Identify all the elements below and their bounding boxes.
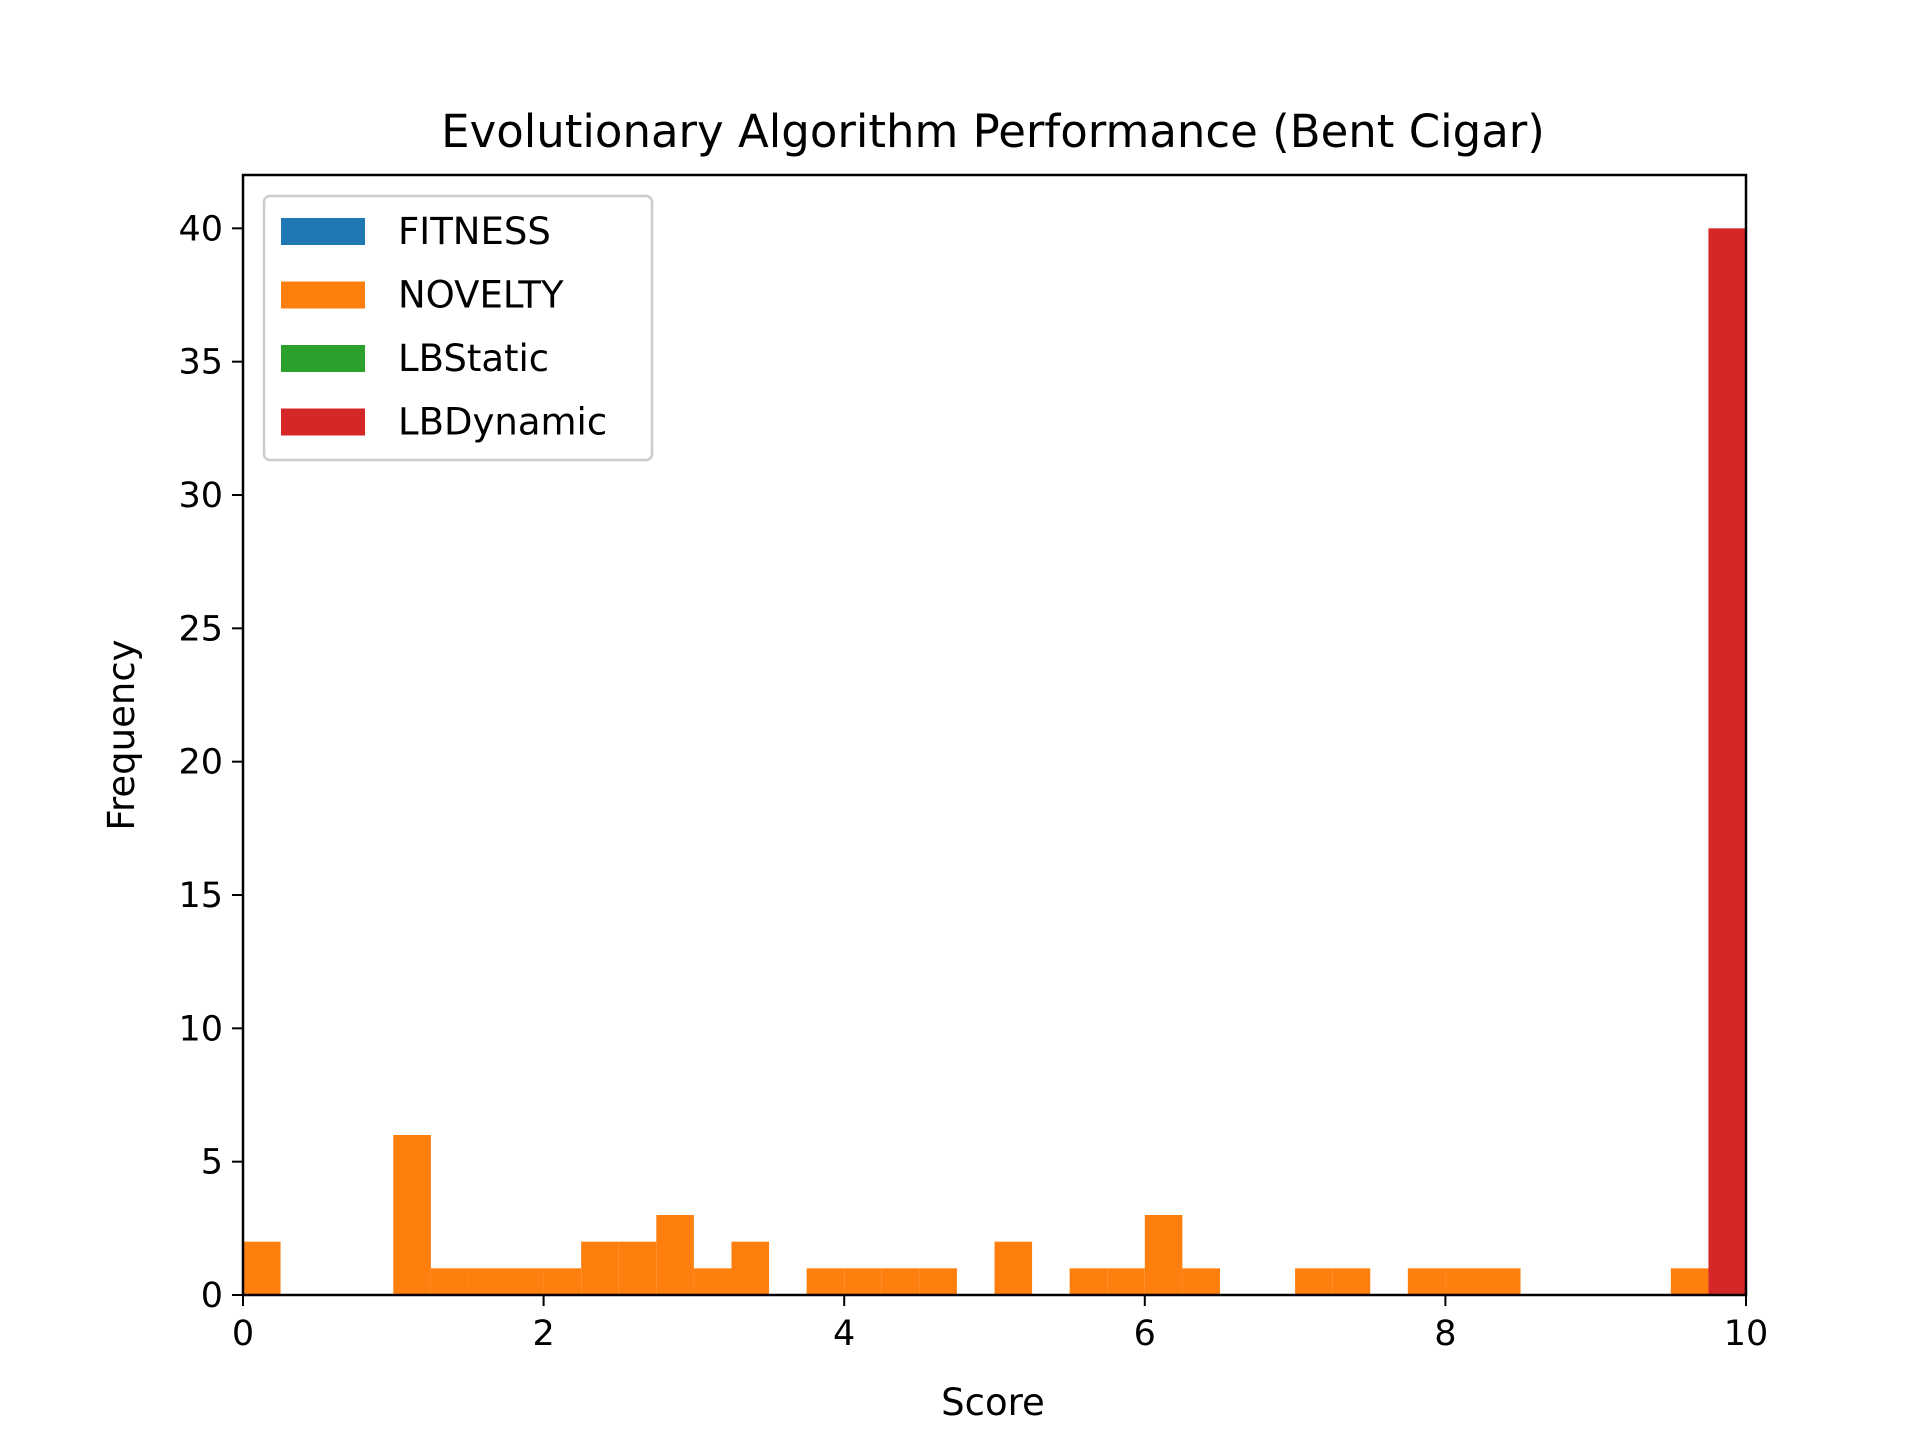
- legend-box: [262, 194, 654, 462]
- bar-novelty-14: [919, 1268, 957, 1295]
- bar-novelty-18: [1144, 1215, 1183, 1295]
- y-tick-label-7: 35: [178, 343, 223, 383]
- bar-novelty-12: [844, 1268, 882, 1295]
- y-axis: 0 5 10 15 20 25 30 35 40: [178, 209, 243, 1316]
- bar-novelty-3: [468, 1268, 507, 1295]
- bar-novelty-1: [393, 1135, 431, 1295]
- x-tick-label-5: 10: [1724, 1314, 1769, 1354]
- legend-swatch-novelty: [281, 281, 365, 309]
- bar-novelty-17: [1107, 1268, 1145, 1295]
- bar-lbdynamic-0: [1708, 228, 1746, 1295]
- bar-novelty-13: [881, 1268, 920, 1295]
- bar-novelty-25: [1670, 1268, 1709, 1295]
- legend-swatch-lbdynamic: [281, 408, 365, 436]
- legend-label-lbdynamic: LBDynamic: [398, 401, 607, 444]
- bar-novelty-9: [693, 1268, 732, 1295]
- x-tick-label-1: 2: [532, 1314, 554, 1354]
- y-tick-label-6: 30: [178, 476, 223, 516]
- legend: FITNESS NOVELTY LBStatic LBDynamic: [262, 194, 654, 462]
- bar-novelty-16: [1069, 1268, 1108, 1295]
- x-axis: 0 2 4 6 8 10: [232, 1295, 1768, 1354]
- y-tick-label-1: 5: [201, 1143, 223, 1183]
- bar-novelty-20: [1295, 1268, 1333, 1295]
- bars-layer: [243, 228, 1746, 1295]
- bar-novelty-4: [506, 1268, 544, 1295]
- bar-novelty-5: [543, 1268, 582, 1295]
- x-tick-label-4: 8: [1434, 1314, 1456, 1354]
- legend-swatch-lbstatic: [281, 345, 365, 372]
- y-tick-label-5: 25: [178, 609, 223, 649]
- chart-title: Evolutionary Algorithm Performance (Bent…: [441, 105, 1545, 158]
- bar-novelty-15: [994, 1241, 1033, 1295]
- y-tick-label-4: 20: [178, 743, 223, 783]
- y-tick-label-3: 15: [178, 876, 223, 916]
- y-axis-title: Frequency: [100, 639, 143, 830]
- bar-novelty-21: [1332, 1268, 1371, 1295]
- y-tick-label-2: 10: [178, 1009, 223, 1049]
- bar-novelty-7: [618, 1241, 657, 1295]
- bar-novelty-19: [1182, 1268, 1220, 1295]
- x-tick-label-3: 6: [1134, 1314, 1156, 1354]
- x-tick-label-2: 4: [833, 1314, 855, 1354]
- bar-novelty-24: [1482, 1268, 1521, 1295]
- x-axis-title: Score: [941, 1381, 1045, 1424]
- plot-frame: [241, 173, 1748, 1297]
- bar-novelty-23: [1445, 1268, 1483, 1295]
- legend-swatch-fitness: [281, 218, 365, 245]
- bar-novelty-10: [731, 1241, 770, 1295]
- y-tick-label-8: 40: [178, 209, 223, 249]
- legend-label-novelty: NOVELTY: [398, 274, 564, 317]
- legend-label-fitness: FITNESS: [398, 210, 551, 253]
- y-tick-label-0: 0: [201, 1276, 223, 1316]
- bar-novelty-22: [1407, 1268, 1446, 1295]
- bar-novelty-11: [806, 1268, 845, 1295]
- bar-novelty-8: [656, 1215, 694, 1295]
- bar-novelty-2: [430, 1268, 469, 1295]
- legend-label-lbstatic: LBStatic: [398, 337, 549, 380]
- bar-novelty-0: [243, 1241, 281, 1295]
- x-tick-label-0: 0: [232, 1314, 254, 1354]
- bar-novelty-6: [581, 1241, 619, 1295]
